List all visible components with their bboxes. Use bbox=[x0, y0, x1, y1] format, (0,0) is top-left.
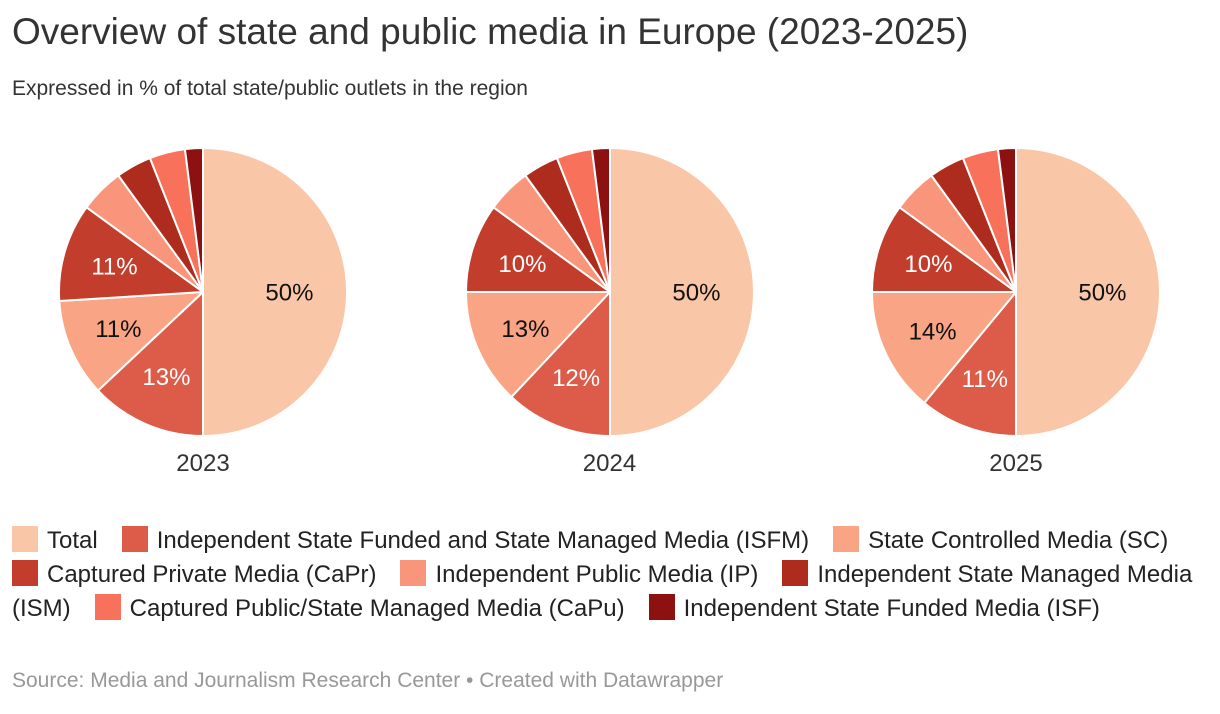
slice-label-sc-2024: 13% bbox=[501, 316, 549, 343]
legend-item-isfm: Independent State Funded and State Manag… bbox=[121, 526, 810, 555]
legend-label-capu: Captured Public/State Managed Media (CaP… bbox=[129, 595, 625, 623]
legend-item-ism: Independent State Managed Media (ISM) bbox=[12, 560, 1193, 623]
source-line: Source: Media and Journalism Research Ce… bbox=[12, 669, 724, 693]
legend-label-capr: Captured Private Media (CaPr) bbox=[47, 561, 377, 589]
legend: Total Independent State Funded and State … bbox=[12, 524, 1208, 626]
pie-year-label-2023: 2023 bbox=[176, 449, 230, 477]
legend-swatch-capr bbox=[12, 560, 38, 587]
slice-label-isfm-2023: 13% bbox=[142, 364, 190, 391]
legend-item-sc: State Controlled Media (SC) bbox=[833, 526, 1169, 555]
slice-label-isfm-2025: 11% bbox=[962, 366, 1008, 393]
legend-swatch-isfm bbox=[121, 526, 148, 553]
slice-isfm-2024[interactable] bbox=[509, 290, 611, 437]
pie-svg-2025: 50% 11%14% 10% bbox=[871, 146, 1161, 437]
pie-svg-2024: 50% 12%13% 10% bbox=[464, 146, 755, 437]
slice-label-total-2025: 50% bbox=[1078, 279, 1126, 306]
slice-label-total-2023: 50% bbox=[265, 279, 313, 306]
page-subtitle: Expressed in % of total state/public out… bbox=[12, 77, 528, 101]
slice-total-2024[interactable] bbox=[608, 146, 755, 437]
legend-item-isf: Independent State Funded Media (ISF) bbox=[648, 594, 1100, 623]
legend-item-total: Total bbox=[12, 526, 98, 555]
slice-label-sc-2025: 14% bbox=[909, 318, 957, 345]
slice-sc-2025[interactable] bbox=[871, 290, 1017, 404]
slice-sc-2024[interactable] bbox=[464, 290, 611, 398]
legend-swatch-isf bbox=[648, 594, 675, 621]
slice-total-2023[interactable] bbox=[202, 146, 348, 437]
slice-label-sc-2023: 11% bbox=[95, 316, 141, 343]
slice-isfm-2025[interactable] bbox=[923, 290, 1017, 437]
page-title: Overview of state and public media in Eu… bbox=[12, 11, 969, 52]
slice-total-2025[interactable] bbox=[1015, 146, 1161, 437]
legend-swatch-ip bbox=[400, 560, 427, 587]
slice-isf-2024[interactable] bbox=[590, 146, 611, 293]
legend-label-ism: Independent State Managed Media (ISM) bbox=[12, 561, 1193, 623]
slice-isf-2025[interactable] bbox=[996, 146, 1017, 293]
slice-sc-2023[interactable] bbox=[58, 290, 204, 392]
legend-label-total: Total bbox=[47, 527, 98, 555]
pie-year-label-2024: 2024 bbox=[582, 449, 637, 477]
legend-label-isfm: Independent State Funded and State Manag… bbox=[156, 527, 810, 555]
slice-label-total-2024: 50% bbox=[672, 279, 720, 306]
legend-item-capr: Captured Private Media (CaPr) bbox=[12, 560, 377, 589]
pie-chart-2025: 50% 11% 14% 10% 2025 bbox=[870, 146, 1162, 479]
legend-label-ip: Independent Public Media (IP) bbox=[435, 561, 759, 589]
charts-row: 50% 13% 11% 11% 2023 50% 12% 13% 10% 2024 50% 11% 14… bbox=[0, 146, 1220, 479]
legend-item-capu: Captured Public/State Managed Media (CaP… bbox=[94, 594, 625, 623]
legend-swatch-capu bbox=[94, 594, 121, 621]
chart-page: Overview of state and public media in Eu… bbox=[0, 10, 1220, 694]
slice-isfm-2023[interactable] bbox=[97, 290, 204, 437]
slice-capr-2025[interactable] bbox=[871, 205, 1017, 293]
pie-chart-2024: 50% 12% 13% 10% 2024 bbox=[464, 146, 756, 479]
legend-swatch-ism bbox=[782, 560, 809, 587]
slice-capr-2024[interactable] bbox=[464, 205, 611, 293]
slice-label-capr-2024: 10% bbox=[498, 250, 546, 277]
pie-chart-2023: 50% 13% 11% 11% 2023 bbox=[57, 146, 349, 479]
pie-svg-2023: 50%13%11%11% bbox=[57, 146, 348, 437]
slice-label-capr-2023: 11% bbox=[91, 253, 137, 280]
slice-capr-2023[interactable] bbox=[57, 205, 204, 302]
legend-label-sc: State Controlled Media (SC) bbox=[868, 527, 1169, 555]
legend-label-isf: Independent State Funded Media (ISF) bbox=[683, 595, 1100, 623]
slice-label-isfm-2024: 12% bbox=[552, 365, 600, 392]
legend-item-ip: Independent Public Media (IP) bbox=[400, 560, 759, 589]
slice-isf-2023[interactable] bbox=[183, 146, 204, 293]
legend-swatch-total bbox=[12, 526, 38, 553]
slice-label-capr-2025: 10% bbox=[904, 250, 952, 277]
legend-swatch-sc bbox=[833, 526, 860, 553]
pie-year-label-2025: 2025 bbox=[989, 449, 1043, 477]
